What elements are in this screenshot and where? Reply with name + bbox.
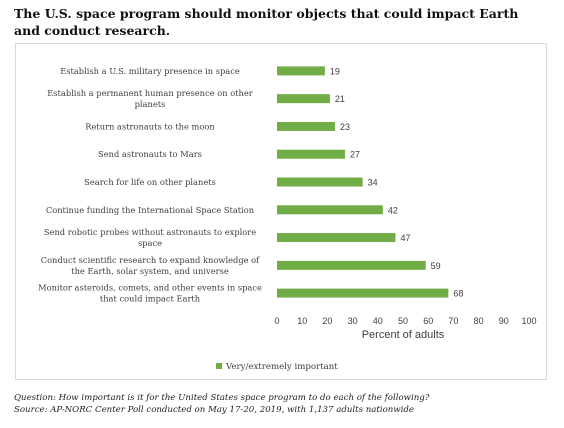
x-tick-label: 50 [398,316,408,326]
data-label: 42 [388,205,398,215]
x-axis-title: Percent of adults [362,329,445,341]
bar [277,94,330,104]
x-tick-label: 80 [474,316,484,326]
legend-label: Very/extremely important [225,362,338,372]
category-label: Establish a U.S. military presence in sp… [60,66,240,76]
question-note: Question: How important is it for the Un… [14,393,430,403]
data-label: 19 [330,66,340,76]
category-label: Return astronauts to the moon [85,121,215,131]
data-label: 27 [350,150,360,160]
x-tick-label: 100 [521,316,536,326]
chart-title: The U.S. space program should monitor ob… [14,6,519,38]
data-label: 21 [335,94,345,104]
data-label: 23 [340,122,350,132]
legend: Very/extremely important [216,362,338,372]
bar [277,288,449,298]
category-label: Establish a permanent human presence on … [47,88,253,109]
x-tick-label: 30 [348,316,358,326]
bar [277,177,363,187]
x-tick-label: 90 [499,316,509,326]
bar [277,121,335,131]
chart-frame [15,43,547,380]
x-tick-label: 70 [448,316,458,326]
x-tick-label: 10 [297,316,307,326]
data-label: 68 [453,289,463,299]
x-tick-label: 0 [274,316,279,326]
category-label: Send astronauts to Mars [98,149,202,159]
source-note: Source: AP-NORC Center Poll conducted on… [14,405,414,415]
category-label: Send robotic probes without astronauts t… [44,227,256,248]
x-tick-label: 40 [373,316,383,326]
bar [277,205,383,215]
category-label: Monitor asteroids, comets, and other eve… [38,283,262,304]
category-labels: Establish a U.S. military presence in sp… [38,66,262,304]
bars [277,66,449,298]
category-label: Search for life on other planets [84,177,216,187]
x-tick-label: 20 [322,316,332,326]
legend-swatch [216,363,222,369]
data-label: 47 [400,233,410,243]
bar [277,149,346,159]
bar [277,233,396,243]
category-label: Conduct scientific research to expand kn… [41,255,260,276]
data-label: 59 [431,261,441,271]
bar [277,66,325,76]
bar [277,260,426,270]
x-tick-label: 60 [423,316,433,326]
data-label: 34 [368,178,378,188]
data-labels: 19 21 23 27 34 42 47 59 68 [330,66,463,298]
footnotes: Question: How important is it for the Un… [14,392,554,416]
x-axis: 0 10 20 30 40 50 60 70 80 90 100 [274,316,536,326]
category-label: Continue funding the International Space… [46,205,255,215]
